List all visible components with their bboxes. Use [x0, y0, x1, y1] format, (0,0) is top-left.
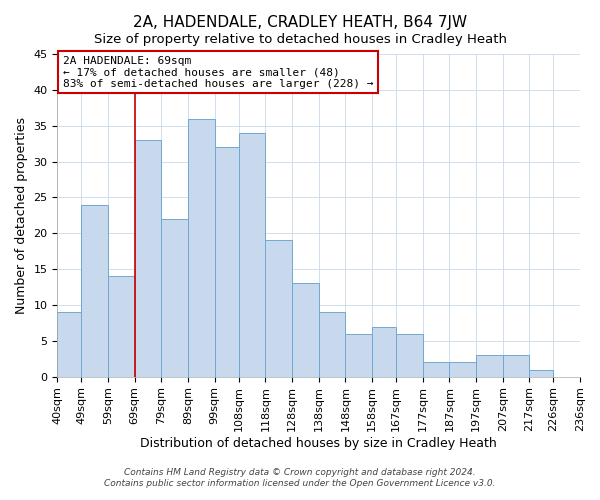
Bar: [265, 240, 292, 376]
Bar: [422, 362, 449, 376]
Bar: [476, 355, 503, 376]
Y-axis label: Number of detached properties: Number of detached properties: [15, 117, 28, 314]
Bar: [82, 204, 108, 376]
Bar: [161, 219, 188, 376]
Bar: [503, 355, 529, 376]
Text: Size of property relative to detached houses in Cradley Heath: Size of property relative to detached ho…: [94, 32, 506, 46]
Bar: [58, 312, 82, 376]
X-axis label: Distribution of detached houses by size in Cradley Heath: Distribution of detached houses by size …: [140, 437, 497, 450]
Bar: [529, 370, 553, 376]
Bar: [372, 326, 396, 376]
Text: 2A, HADENDALE, CRADLEY HEATH, B64 7JW: 2A, HADENDALE, CRADLEY HEATH, B64 7JW: [133, 15, 467, 30]
Bar: [215, 147, 239, 376]
Bar: [319, 312, 346, 376]
Bar: [449, 362, 476, 376]
Bar: [239, 133, 265, 376]
Bar: [346, 334, 372, 376]
Bar: [292, 284, 319, 376]
Bar: [135, 140, 161, 376]
Text: Contains HM Land Registry data © Crown copyright and database right 2024.
Contai: Contains HM Land Registry data © Crown c…: [104, 468, 496, 487]
Bar: [396, 334, 422, 376]
Bar: [188, 118, 215, 376]
Text: 2A HADENDALE: 69sqm
← 17% of detached houses are smaller (48)
83% of semi-detach: 2A HADENDALE: 69sqm ← 17% of detached ho…: [62, 56, 373, 89]
Bar: [108, 276, 135, 376]
